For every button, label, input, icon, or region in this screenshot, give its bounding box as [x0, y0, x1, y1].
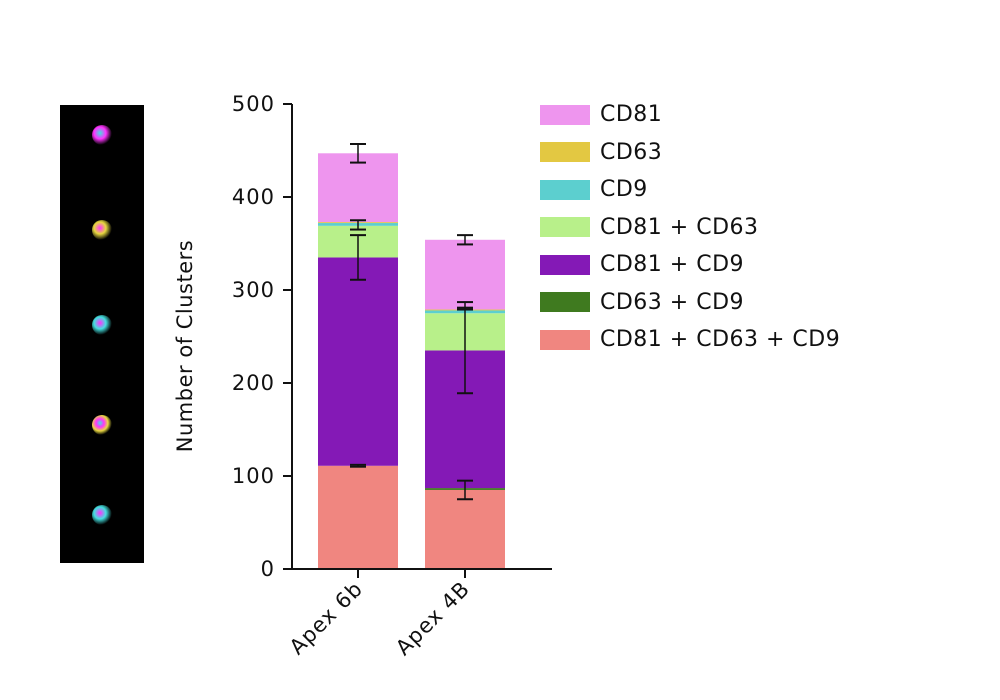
y-tick-label: 300 — [232, 278, 275, 302]
x-tick-label: Apex 6b — [285, 577, 368, 660]
legend-label: CD81 + CD9 — [600, 252, 745, 278]
axes — [291, 104, 552, 570]
y-axis-title: Number of Clusters — [173, 240, 197, 452]
error-bar — [350, 142, 366, 164]
microscopy-image-strip — [60, 105, 144, 563]
cluster-spot-3 — [92, 315, 112, 335]
legend-item: CD63 — [540, 134, 840, 172]
legend-swatch — [540, 104, 590, 125]
legend-item: CD81 + CD63 + CD9 — [540, 321, 840, 359]
bars-layer — [318, 153, 505, 569]
legend-label: CD9 — [600, 177, 648, 203]
legend-swatch — [540, 254, 590, 275]
y-tick-label: 200 — [232, 371, 275, 395]
legend-swatch — [540, 292, 590, 313]
bar-segment — [425, 239, 505, 310]
legend-item: CD9 — [540, 171, 840, 209]
legend-label: CD63 — [600, 139, 663, 165]
x-ticks: Apex 6b Apex 4B — [285, 569, 475, 660]
legend-item: CD63 + CD9 — [540, 284, 840, 322]
bar-segment — [318, 465, 398, 569]
y-ticks: 0 100 200 300 400 500 — [232, 92, 292, 581]
legend-label: CD81 — [600, 102, 663, 128]
error-bar — [350, 234, 366, 281]
legend-swatch — [540, 217, 590, 238]
legend-swatch — [540, 179, 590, 200]
legend-item: CD81 + CD63 — [540, 209, 840, 247]
error-bar — [350, 219, 366, 231]
error-bar — [457, 301, 473, 311]
y-tick-label: 0 — [261, 557, 275, 581]
legend-swatch — [540, 142, 590, 163]
legend-item: CD81 + CD9 — [540, 246, 840, 284]
cluster-spot-5 — [92, 505, 112, 525]
y-tick-label: 100 — [232, 464, 275, 488]
error-bars-layer — [350, 142, 473, 501]
bar-segment — [318, 257, 398, 466]
error-bar — [457, 479, 473, 501]
legend-label: CD63 + CD9 — [600, 289, 745, 315]
legend-swatch — [540, 329, 590, 350]
cluster-spot-1 — [92, 125, 112, 145]
legend-label: CD81 + CD63 — [600, 214, 759, 240]
error-bar — [457, 234, 473, 246]
error-bar — [350, 463, 366, 468]
x-tick-label: Apex 4B — [391, 577, 475, 661]
legend-item: CD81 — [540, 96, 840, 134]
cluster-spot-4 — [92, 415, 112, 435]
bar-segment — [425, 489, 505, 569]
cluster-spot-2 — [92, 220, 112, 240]
y-tick-label: 400 — [232, 185, 275, 209]
legend-label: CD81 + CD63 + CD9 — [600, 327, 841, 353]
legend: CD81 CD63 CD9 CD81 + CD63 CD81 + CD9 CD63 + C… — [540, 96, 840, 359]
bar-segment — [318, 153, 398, 223]
y-tick-label: 500 — [232, 92, 275, 116]
